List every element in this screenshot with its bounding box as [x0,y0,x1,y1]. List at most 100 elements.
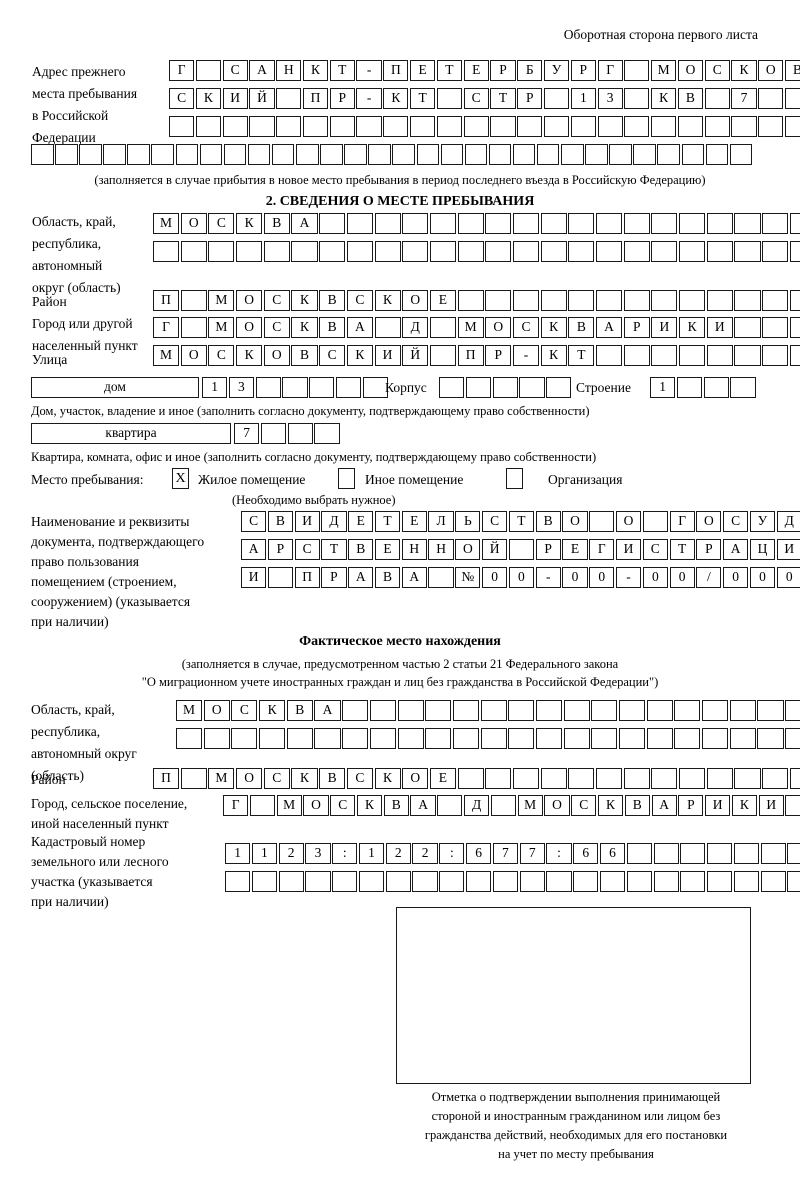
char-cell[interactable] [680,871,706,892]
char-cell[interactable]: С [222,60,248,81]
char-cell[interactable]: К [540,317,567,338]
place-type-checkbox-organization[interactable] [506,468,523,489]
char-cell[interactable] [731,116,757,137]
char-cell[interactable] [463,116,489,137]
char-cell[interactable] [619,728,646,749]
char-cell[interactable]: Г [153,317,180,338]
char-cell[interactable]: К [259,700,286,721]
char-cell[interactable]: 1 [225,843,251,864]
char-cell[interactable]: 1 [650,377,676,398]
char-cell[interactable] [199,144,223,165]
char-cell[interactable] [596,241,623,262]
char-cell[interactable] [429,241,456,262]
char-cell[interactable] [680,843,706,864]
char-cell[interactable] [176,728,203,749]
char-cell[interactable]: Ь [455,511,481,532]
char-cell[interactable] [429,345,456,366]
char-cell[interactable]: С [463,88,489,109]
char-cell[interactable] [231,728,258,749]
char-cell[interactable]: И [615,539,642,560]
char-cell[interactable]: Е [429,768,456,789]
char-cell[interactable] [368,144,391,165]
char-cell[interactable]: - [615,567,642,588]
char-cell[interactable] [563,700,590,721]
char-cell[interactable] [296,144,319,165]
char-cell[interactable] [789,213,800,234]
char-cell[interactable] [374,317,401,338]
char-cell[interactable] [733,871,760,892]
char-cell[interactable] [651,345,678,366]
char-cell[interactable] [485,213,512,234]
char-cell[interactable] [374,241,401,262]
char-cell[interactable] [609,144,632,165]
char-cell[interactable] [512,768,540,789]
char-cell[interactable] [485,241,512,262]
char-cell[interactable] [540,241,567,262]
char-cell[interactable] [346,241,373,262]
char-cell[interactable] [439,871,465,892]
char-cell[interactable]: 2 [278,843,304,864]
char-cell[interactable]: И [705,795,731,816]
char-cell[interactable] [286,728,313,749]
char-cell[interactable]: И [776,539,800,560]
actual-region-row-2[interactable] [176,728,800,749]
char-cell[interactable] [222,116,248,137]
char-cell[interactable] [596,345,623,366]
char-cell[interactable]: Р [321,567,347,588]
char-cell[interactable] [153,241,180,262]
char-cell[interactable] [705,144,729,165]
char-cell[interactable] [249,116,275,137]
char-cell[interactable]: Н [428,539,454,560]
char-cell[interactable]: Е [374,539,401,560]
char-cell[interactable] [679,241,706,262]
char-cell[interactable] [519,377,545,398]
char-cell[interactable] [127,144,150,165]
char-cell[interactable]: Д [321,511,347,532]
char-cell[interactable]: К [731,60,757,81]
char-cell[interactable] [568,290,595,311]
char-cell[interactable] [674,728,701,749]
char-cell[interactable] [734,345,761,366]
char-cell[interactable] [282,377,308,398]
char-cell[interactable]: А [410,795,436,816]
char-cell[interactable] [169,116,195,137]
char-cell[interactable]: А [314,700,341,721]
char-cell[interactable] [180,768,207,789]
char-cell[interactable]: С [263,317,290,338]
char-cell[interactable]: В [624,795,650,816]
char-cell[interactable] [208,241,235,262]
korpus-cells[interactable] [439,377,573,398]
char-cell[interactable]: О [455,539,481,560]
char-cell[interactable]: 6 [573,843,599,864]
char-cell[interactable] [342,700,369,721]
char-cell[interactable] [623,290,650,311]
char-cell[interactable]: Г [669,511,695,532]
char-cell[interactable] [573,871,599,892]
char-cell[interactable] [730,377,756,398]
char-cell[interactable]: И [651,317,678,338]
char-cell[interactable] [31,144,54,165]
char-cell[interactable]: К [651,88,677,109]
char-cell[interactable]: С [208,213,235,234]
char-cell[interactable] [540,290,567,311]
char-cell[interactable] [707,871,733,892]
char-cell[interactable]: У [543,60,570,81]
char-cell[interactable] [651,116,677,137]
char-cell[interactable] [585,144,608,165]
char-cell[interactable] [679,290,706,311]
char-cell[interactable] [762,213,789,234]
char-cell[interactable]: Т [436,60,462,81]
char-cell[interactable] [416,144,439,165]
char-cell[interactable] [309,377,335,398]
char-cell[interactable]: М [153,345,180,366]
char-cell[interactable]: П [153,768,180,789]
char-cell[interactable] [535,728,563,749]
char-cell[interactable] [319,213,346,234]
char-cell[interactable]: 3 [305,843,331,864]
char-cell[interactable]: О [180,345,207,366]
char-cell[interactable]: Е [348,511,374,532]
char-cell[interactable] [677,116,704,137]
char-cell[interactable]: С [346,768,373,789]
